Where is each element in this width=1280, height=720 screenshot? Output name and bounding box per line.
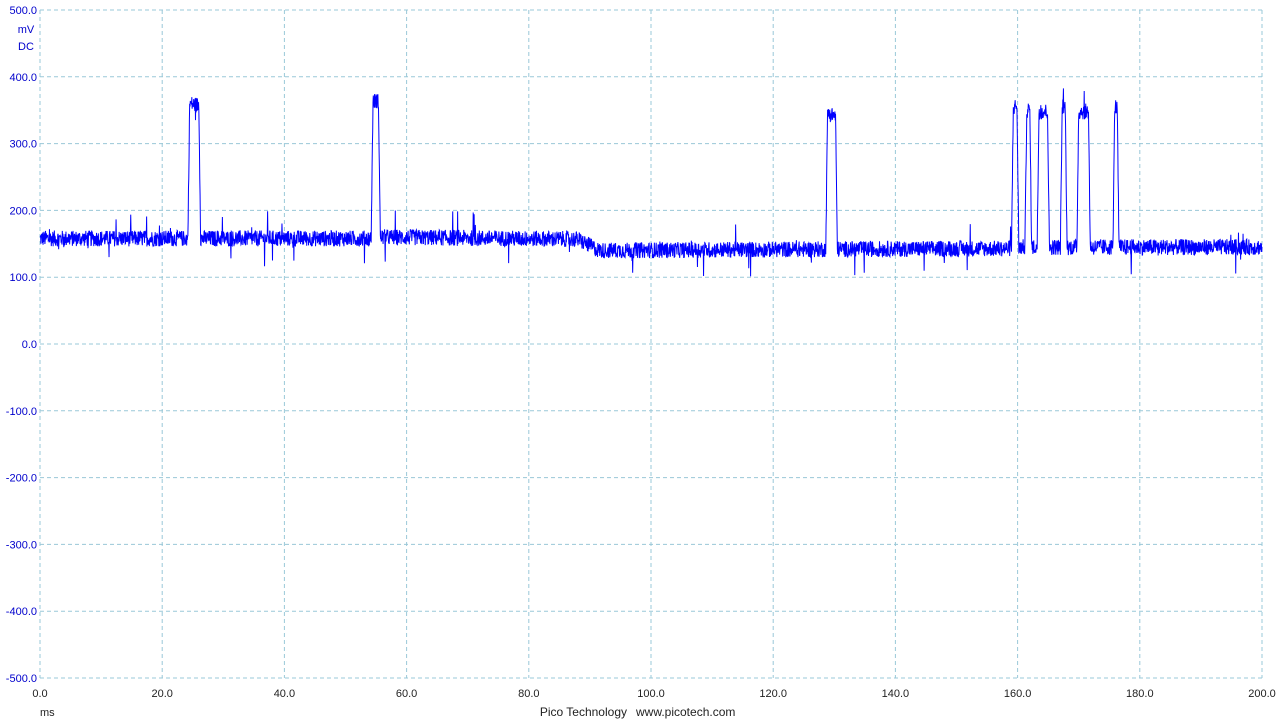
y-tick-label: 400.0	[9, 72, 37, 84]
grid	[39, 9, 1263, 679]
x-tick-label: 180.0	[1126, 688, 1154, 700]
y-tick-label: 300.0	[9, 139, 37, 151]
x-tick-label: 20.0	[151, 688, 172, 700]
x-tick-label: 100.0	[637, 688, 665, 700]
x-tick-label: 140.0	[882, 688, 910, 700]
footer-website: www.picotech.com	[635, 705, 735, 719]
y-tick-label: 200.0	[9, 205, 37, 217]
y-tick-label: -500.0	[6, 673, 37, 685]
y-axis-coupling: DC	[18, 41, 34, 53]
y-tick-label: -100.0	[6, 406, 37, 418]
x-tick-label: 200.0	[1248, 688, 1276, 700]
x-tick-labels: 0.0 20.0 40.0 60.0 80.0 100.0 120.0 140.0 160.0 1…	[32, 688, 1275, 700]
x-tick-label: 40.0	[274, 688, 295, 700]
y-tick-label: -300.0	[6, 539, 37, 551]
channel-a-trace	[39, 88, 1263, 277]
x-axis-unit: ms	[40, 707, 55, 719]
footer-brand: Pico Technology	[540, 705, 627, 719]
y-tick-labels: 500.0 400.0 300.0 200.0 100.0 0.0 -100.0 -200.0…	[6, 5, 37, 685]
y-tick-label: -400.0	[6, 606, 37, 618]
y-tick-label: -200.0	[6, 473, 37, 485]
y-tick-label: 100.0	[9, 272, 37, 284]
x-tick-label: 160.0	[1004, 688, 1032, 700]
x-tick-label: 0.0	[32, 688, 47, 700]
x-tick-label: 60.0	[396, 688, 417, 700]
x-tick-label: 120.0	[759, 688, 787, 700]
y-tick-label: 0.0	[22, 339, 37, 351]
y-tick-label: 500.0	[9, 5, 37, 17]
x-tick-label: 80.0	[518, 688, 539, 700]
y-axis-unit: mV	[18, 24, 35, 36]
